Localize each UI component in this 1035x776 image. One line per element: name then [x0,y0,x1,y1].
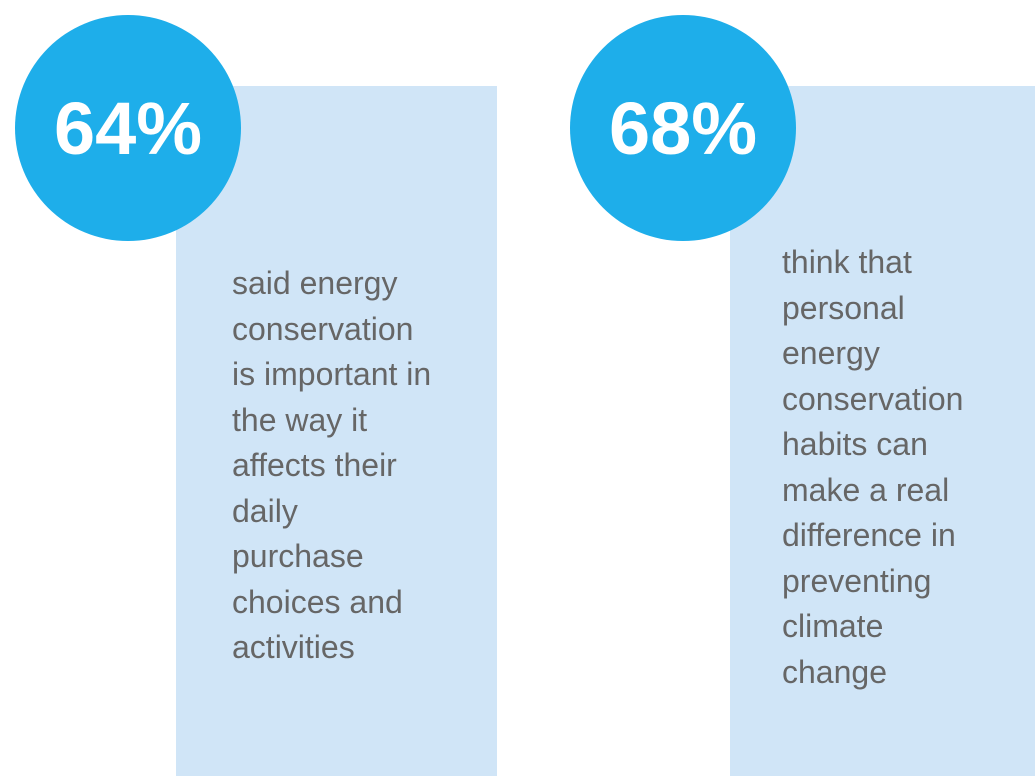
description-line: the way it [232,401,368,438]
description-line: personal [782,289,905,326]
description-line: energy [782,335,880,371]
description-line: habits can [782,426,928,462]
description: think that personal energy conservation habi… [782,240,963,695]
description-line: preventing [782,562,932,599]
description: said energy conservation is important in th… [232,261,431,671]
description-line: choices and [232,583,403,620]
stat-circle: 68% [570,15,796,241]
stat: 68% [608,86,758,170]
description-line: said energy [232,265,398,301]
description-line: make a real [782,471,950,508]
card-panel [730,86,1035,776]
description-line: change [782,653,887,690]
stat-circle: 64% [15,15,241,241]
card-panel [176,86,497,776]
stat: 64% [53,86,203,170]
description-line: affects their [232,447,397,483]
description-line: difference in [782,517,956,553]
description-line: purchase [232,538,364,574]
description-line: conservation [232,310,414,347]
description-line: is important in [232,356,432,392]
description-line: conservation [782,380,964,417]
description-line: think that [782,244,912,280]
description-line: daily [232,492,298,529]
description-line: activities [232,629,355,665]
description-line: climate [782,608,884,644]
